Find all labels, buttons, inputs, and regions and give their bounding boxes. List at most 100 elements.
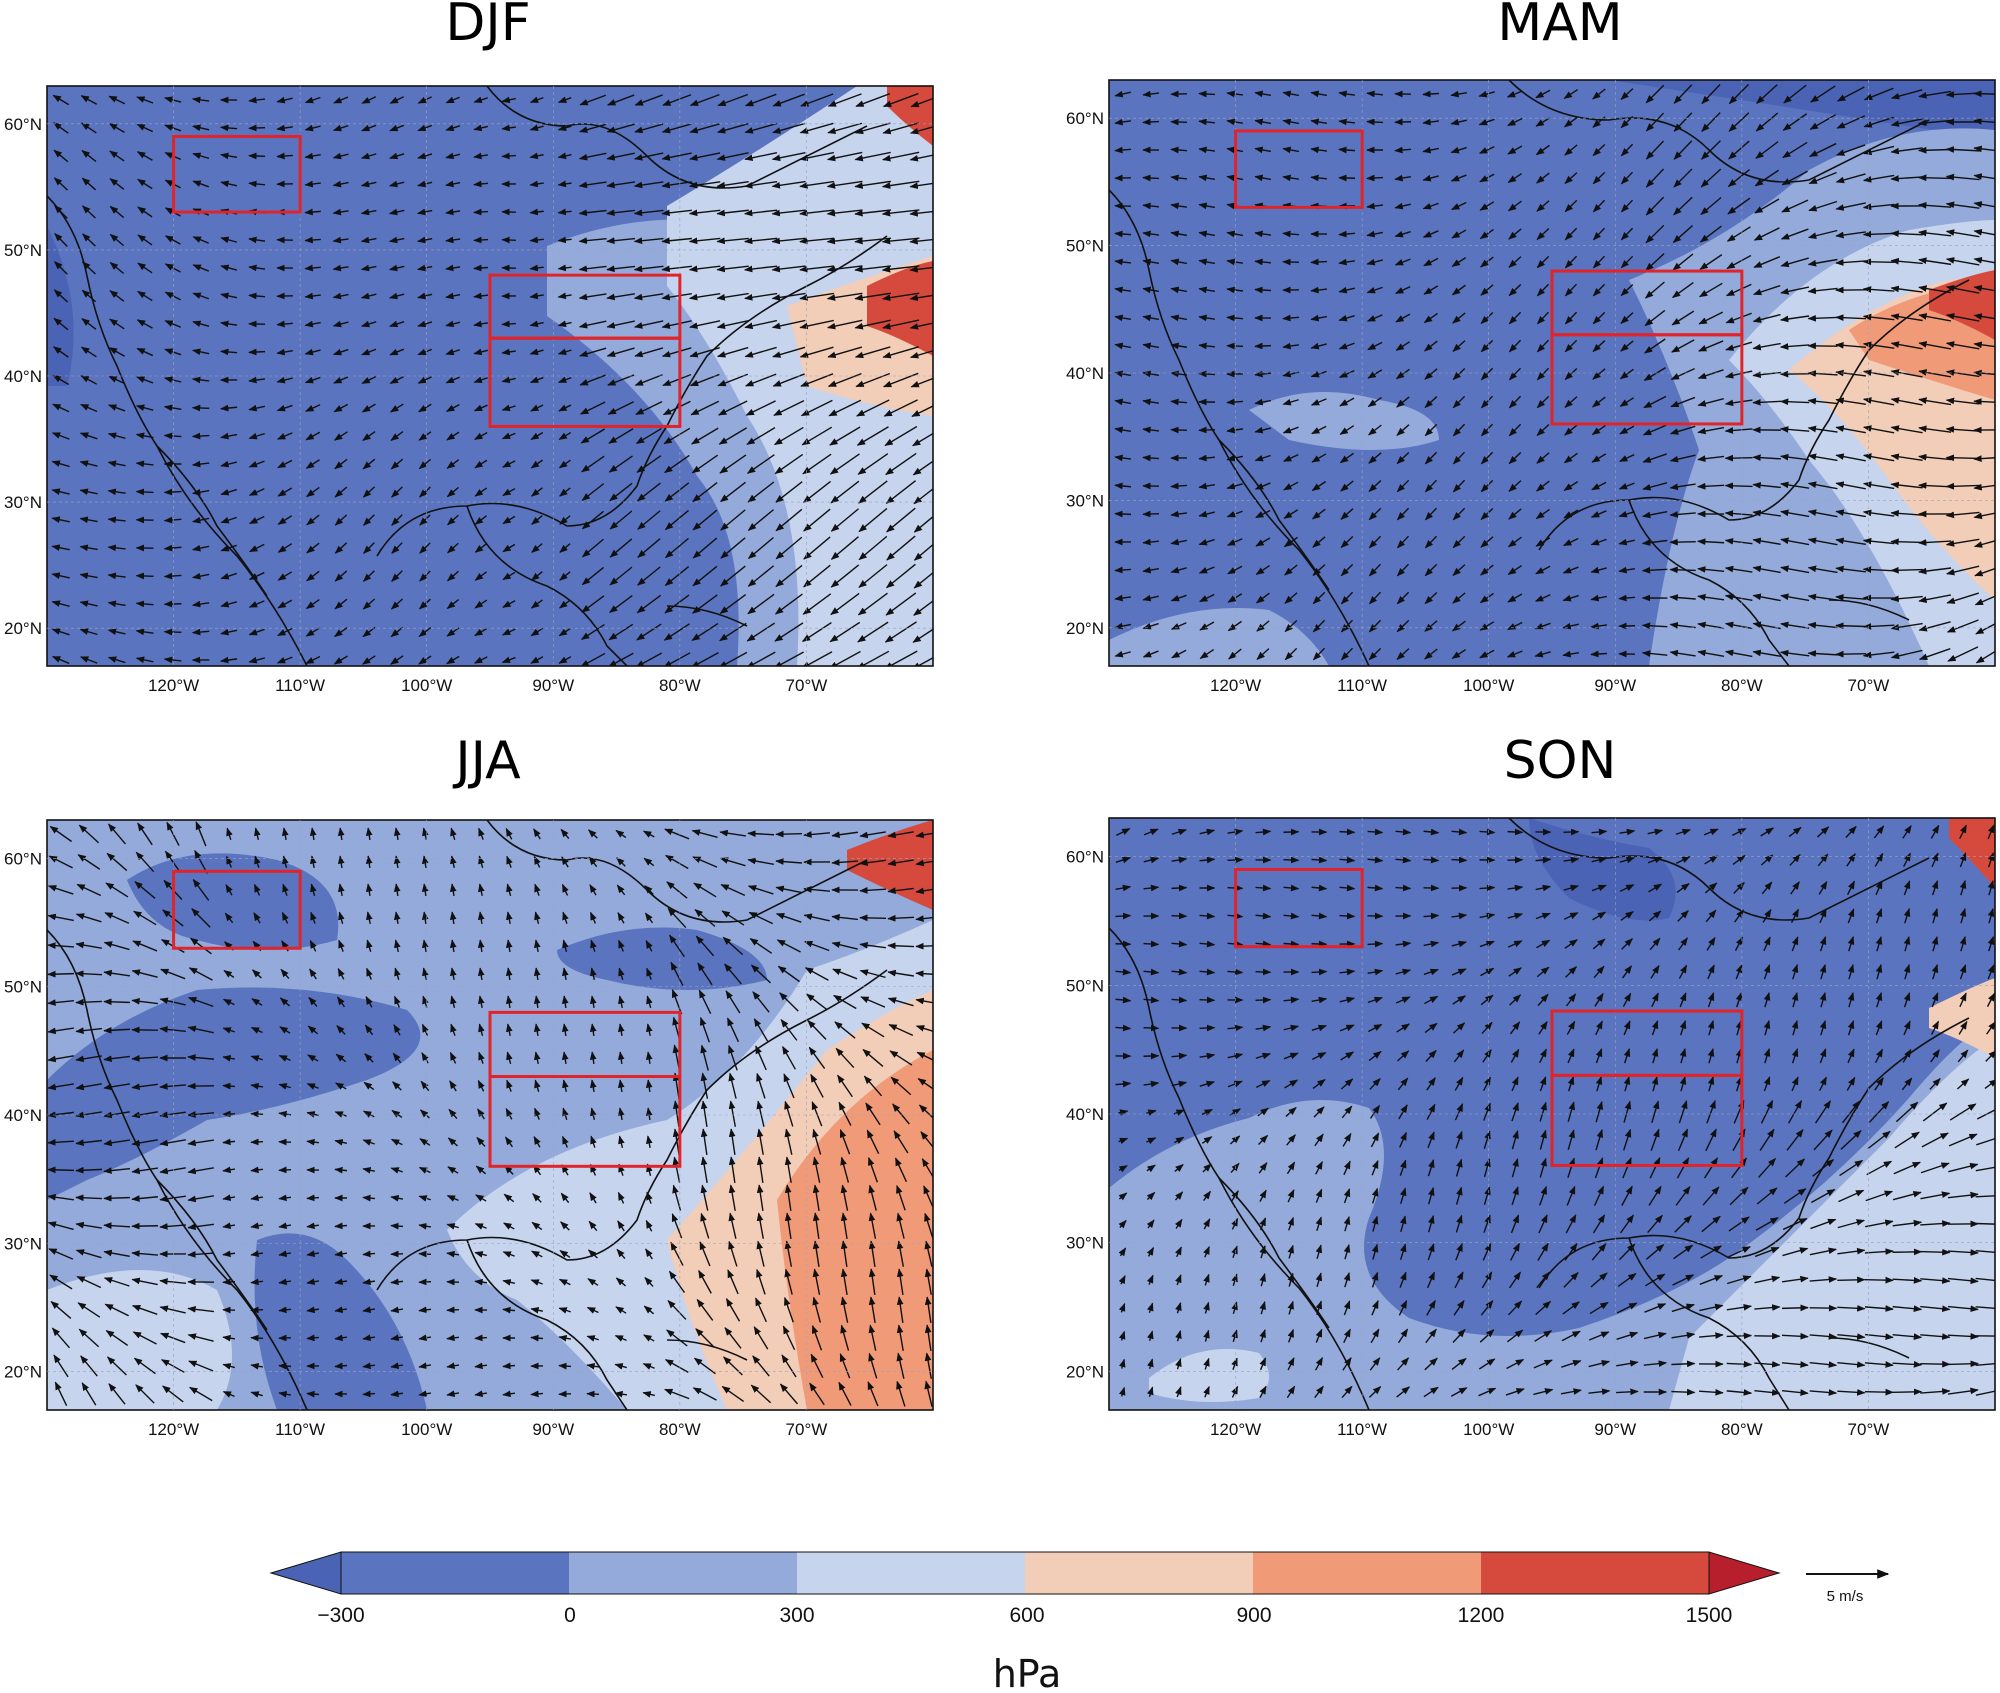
- wind-vector: [390, 458, 404, 470]
- wind-vector: [661, 293, 692, 301]
- wind-vector: [633, 237, 664, 245]
- colorbar-tick-label: 0: [564, 1604, 576, 1627]
- wind-vector: [332, 348, 349, 356]
- latitude-tick-label: 60°N: [4, 115, 42, 134]
- wind-vector: [417, 152, 433, 160]
- longitude-tick-label: 70°W: [786, 676, 828, 695]
- wind-vector: [633, 181, 664, 189]
- wind-vector: [664, 537, 689, 559]
- latitude-tick-label: 50°N: [4, 978, 42, 997]
- wind-vector: [1339, 828, 1356, 836]
- wind-vector: [586, 1390, 600, 1398]
- wind-vector: [304, 208, 321, 216]
- wind-vector: [829, 453, 860, 475]
- wind-vector: [362, 431, 376, 441]
- wind-vector: [802, 453, 832, 475]
- wind-vector: [912, 432, 933, 447]
- wind-vector: [135, 572, 154, 580]
- wind-vector: [191, 488, 210, 496]
- wind-vector: [913, 487, 933, 505]
- wind-vector: [446, 1306, 460, 1314]
- wind-vector: [909, 182, 933, 189]
- wind-vector: [419, 514, 431, 526]
- wind-vector: [248, 348, 266, 356]
- wind-vector: [51, 432, 70, 440]
- wind-vector: [1366, 118, 1384, 126]
- wind-vector: [137, 178, 153, 190]
- wind-vector: [360, 292, 377, 300]
- map-area-djf: [47, 86, 933, 666]
- latitude-tick-label: 60°N: [4, 849, 42, 868]
- wind-vector: [220, 488, 238, 496]
- wind-vector: [1835, 622, 1867, 630]
- wind-vector: [559, 543, 571, 553]
- wind-vector: [689, 123, 721, 134]
- wind-vector: [361, 124, 377, 132]
- wind-vector: [276, 124, 293, 132]
- wind-vector: [1837, 1276, 1866, 1284]
- wind-vector: [1726, 1332, 1753, 1340]
- wind-vector: [1254, 342, 1272, 350]
- wind-vector: [137, 206, 153, 218]
- wind-vector: [502, 460, 516, 468]
- wind-vector: [163, 544, 182, 552]
- wind-vector: [716, 123, 749, 134]
- wind-vector: [445, 292, 461, 300]
- wind-vector: [53, 177, 69, 191]
- wind-vector: [882, 122, 919, 135]
- panel-djf: DJF: [47, 0, 933, 666]
- wind-vector: [220, 404, 238, 412]
- wind-vector: [1669, 566, 1696, 574]
- wind-vector: [606, 265, 636, 273]
- wind-vector: [306, 1194, 320, 1202]
- wind-vector: [1114, 510, 1132, 518]
- wind-vector: [882, 92, 919, 108]
- wind-vector: [501, 320, 516, 328]
- wind-vector: [827, 346, 863, 359]
- wind-vector: [304, 320, 321, 328]
- wind-vector: [191, 460, 210, 468]
- wind-vector: [689, 152, 721, 161]
- wind-vector: [1892, 1388, 1923, 1396]
- wind-vector: [716, 181, 749, 189]
- wind-vector: [388, 208, 405, 216]
- latitude-tick-label: 50°N: [4, 241, 42, 260]
- reference-vector-label: 5 m/s: [1827, 1588, 1864, 1605]
- wind-vector: [445, 96, 460, 104]
- wind-vector: [417, 180, 433, 188]
- wind-vector: [250, 1138, 264, 1146]
- wind-vector: [192, 152, 210, 160]
- wind-vector: [164, 291, 181, 301]
- wind-vector: [661, 209, 692, 217]
- colorbar-segment: [569, 1552, 797, 1594]
- longitude-tick-label: 120°W: [1210, 1420, 1261, 1439]
- wind-vector: [445, 208, 461, 216]
- wind-vector: [135, 488, 154, 496]
- wind-vector: [557, 236, 572, 244]
- wind-vector: [557, 208, 572, 216]
- wind-vector: [304, 180, 321, 188]
- wind-vector: [664, 454, 690, 474]
- wind-vector: [691, 454, 719, 474]
- wind-vector: [909, 294, 933, 302]
- wind-vector: [530, 431, 544, 441]
- latitude-tick-label: 40°N: [4, 1106, 42, 1125]
- wind-vector: [363, 542, 375, 554]
- wind-vector: [107, 488, 126, 496]
- wind-vector: [360, 152, 377, 160]
- wind-vector: [1255, 968, 1272, 976]
- wind-vector: [855, 372, 891, 388]
- wind-vector: [445, 180, 461, 188]
- wind-vector: [634, 123, 664, 134]
- wind-vector: [691, 427, 719, 445]
- wind-vector: [1283, 856, 1300, 864]
- longitude-tick-label: 80°W: [659, 1420, 701, 1439]
- wind-vector: [388, 264, 405, 272]
- wind-vector: [501, 348, 516, 356]
- wind-vector: [445, 124, 461, 132]
- wind-vector: [332, 208, 349, 216]
- wind-vector: [854, 180, 891, 189]
- wind-vector: [109, 290, 125, 302]
- wind-vector: [1864, 1388, 1894, 1396]
- wind-vector: [192, 236, 209, 244]
